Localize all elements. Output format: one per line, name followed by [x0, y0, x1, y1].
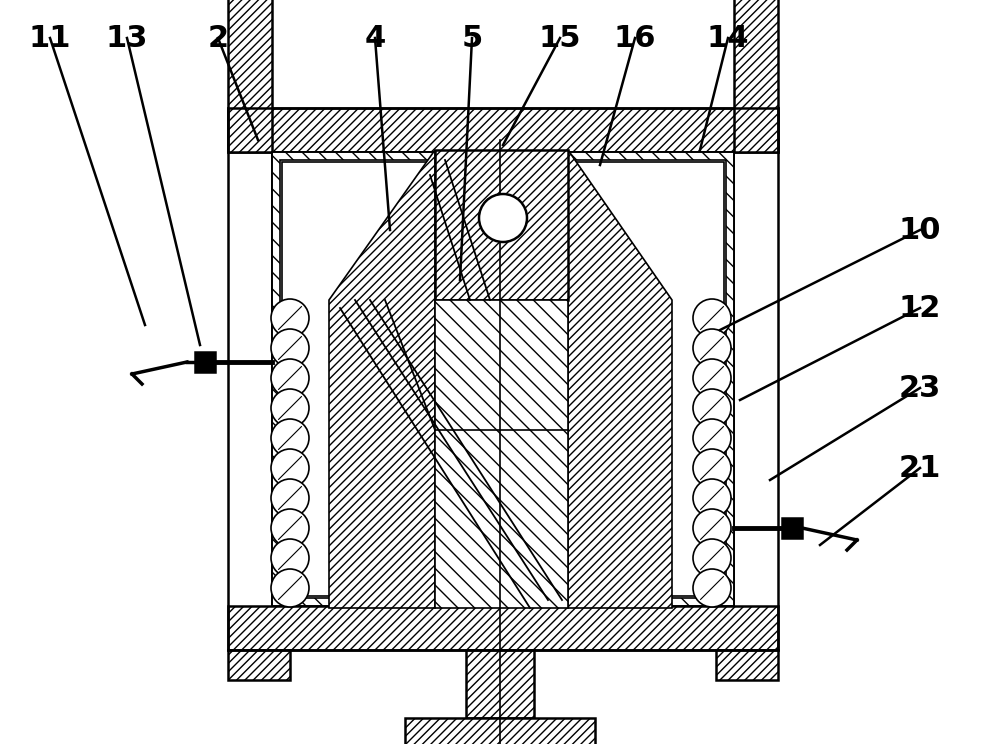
Bar — [228, 650, 290, 680]
Circle shape — [693, 299, 731, 337]
Circle shape — [693, 329, 731, 367]
Circle shape — [271, 329, 309, 367]
Bar — [228, 606, 778, 650]
Text: 16: 16 — [614, 24, 656, 53]
Circle shape — [271, 449, 309, 487]
Bar — [282, 162, 724, 596]
Circle shape — [271, 509, 309, 547]
Text: 15: 15 — [539, 24, 581, 53]
Circle shape — [271, 419, 309, 457]
Circle shape — [271, 569, 309, 607]
Text: 11: 11 — [29, 24, 71, 53]
Polygon shape — [329, 150, 435, 608]
Circle shape — [693, 509, 731, 547]
Bar — [782, 518, 802, 538]
Text: 12: 12 — [899, 293, 941, 322]
Text: 10: 10 — [899, 216, 941, 245]
Circle shape — [693, 389, 731, 427]
Bar — [195, 352, 215, 372]
Polygon shape — [568, 150, 672, 608]
Text: 14: 14 — [707, 24, 749, 53]
Bar — [272, 152, 734, 606]
Circle shape — [693, 539, 731, 577]
Text: 2: 2 — [207, 24, 229, 53]
Bar — [280, 160, 726, 598]
Circle shape — [693, 359, 731, 397]
Text: 5: 5 — [461, 24, 483, 53]
Bar — [435, 300, 568, 608]
Bar — [272, 152, 734, 606]
Circle shape — [271, 359, 309, 397]
Bar — [272, 152, 734, 606]
Bar — [228, 108, 778, 650]
Circle shape — [271, 539, 309, 577]
Bar — [466, 650, 534, 718]
Circle shape — [271, 479, 309, 517]
Circle shape — [271, 389, 309, 427]
Bar — [716, 650, 778, 680]
Circle shape — [693, 479, 731, 517]
Bar — [734, 0, 778, 152]
Text: 23: 23 — [899, 373, 941, 403]
Text: 13: 13 — [106, 24, 148, 53]
Text: 4: 4 — [364, 24, 386, 53]
Circle shape — [693, 449, 731, 487]
Text: 21: 21 — [899, 454, 941, 483]
Bar — [405, 718, 595, 744]
Circle shape — [271, 299, 309, 337]
Bar — [228, 0, 272, 152]
Circle shape — [479, 194, 527, 242]
Bar — [435, 150, 568, 300]
Bar — [228, 108, 778, 152]
Circle shape — [693, 419, 731, 457]
Circle shape — [693, 569, 731, 607]
